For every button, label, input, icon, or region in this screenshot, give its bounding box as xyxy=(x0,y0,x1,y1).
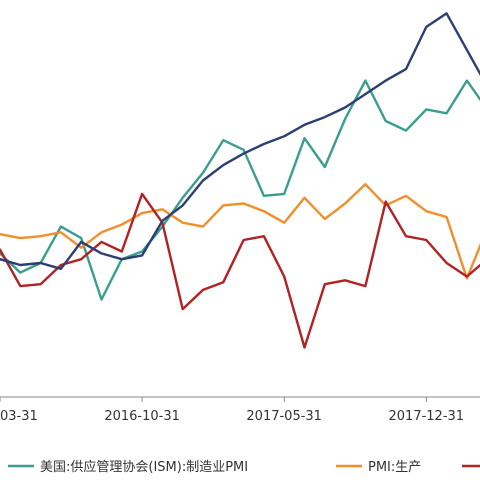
x-tick-label: 2017-12-31 xyxy=(389,409,465,424)
x-tick-label: 2016-10-31 xyxy=(104,409,180,424)
series-line-3 xyxy=(0,12,480,270)
legend: 美国:供应管理协会(ISM):制造业PMI PMI:生产 xyxy=(8,459,480,475)
series-line-2 xyxy=(0,192,480,349)
x-tick-label: 2017-05-31 xyxy=(246,409,322,424)
legend-label-0: 美国:供应管理协会(ISM):制造业PMI xyxy=(40,459,248,475)
series-line-1 xyxy=(0,183,480,280)
x-tick-label: 2016-03-31 xyxy=(0,409,38,424)
series-line-0 xyxy=(0,79,480,301)
legend-label-1: PMI:生产 xyxy=(368,460,421,475)
plot-area xyxy=(0,12,480,349)
x-axis-ticks: 2016-03-31 2016-10-31 2017-05-31 2017-12-31… xyxy=(0,397,465,424)
